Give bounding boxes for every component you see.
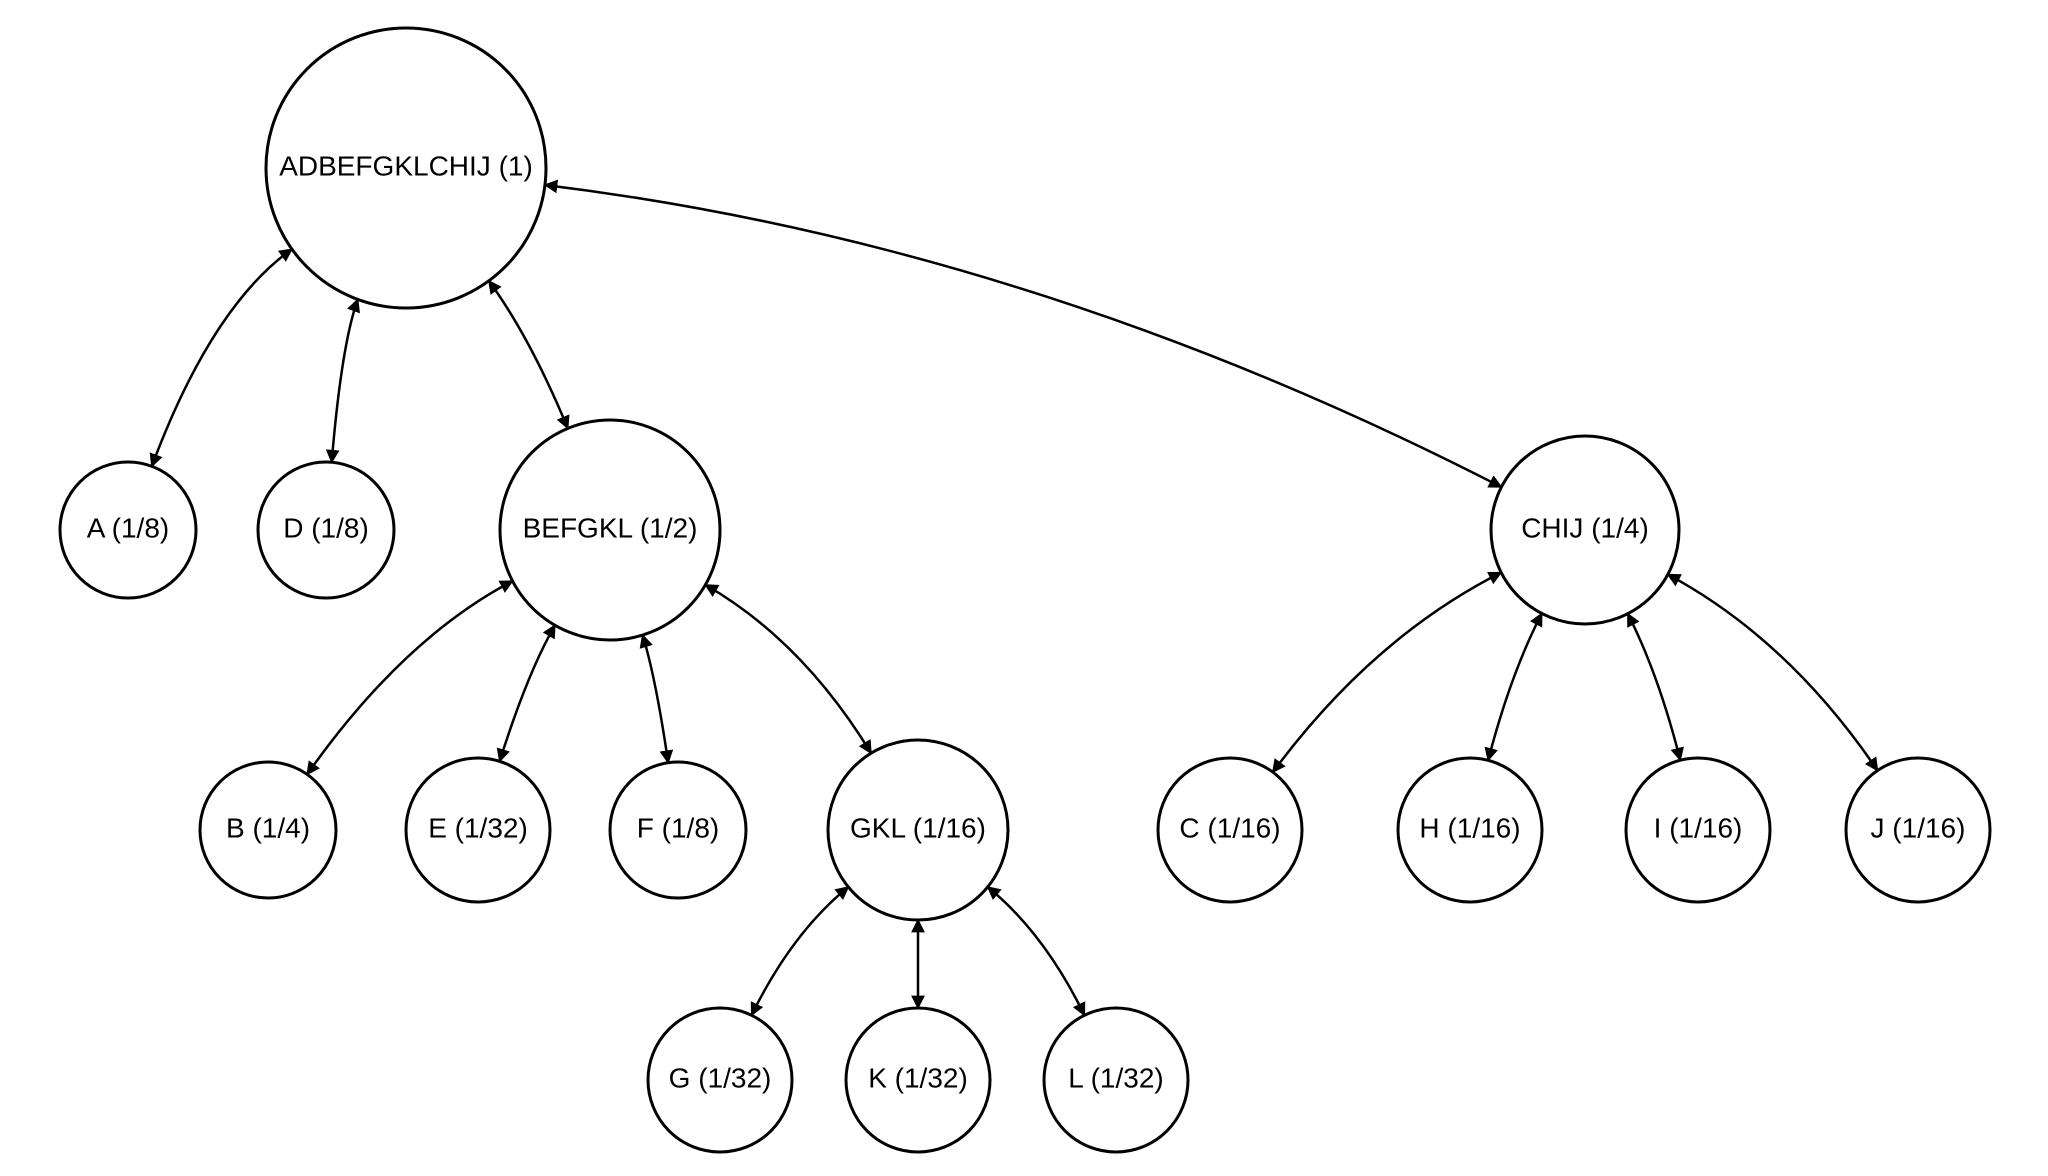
node-D: D (1/8): [258, 462, 394, 598]
node-J: J (1/16): [1846, 758, 1990, 902]
node-CHIJ: CHIJ (1/4): [1491, 436, 1679, 624]
node-L: L (1/32): [1044, 1008, 1188, 1152]
node-label-D: D (1/8): [283, 512, 369, 543]
node-label-L: L (1/32): [1068, 1062, 1163, 1093]
node-I: I (1/16): [1626, 758, 1770, 902]
node-BEFGKL: BEFGKL (1/2): [500, 420, 720, 640]
node-C: C (1/16): [1158, 758, 1302, 902]
edge-root-A: [152, 249, 292, 466]
edge-BEFGKL-F: [643, 635, 669, 763]
node-GKL: GKL (1/16): [828, 740, 1008, 920]
edge-BEFGKL-B: [307, 581, 512, 774]
node-label-GKL: GKL (1/16): [850, 812, 986, 843]
edge-BEFGKL-E: [500, 625, 555, 761]
node-B: B (1/4): [200, 762, 336, 898]
node-E: E (1/32): [406, 758, 550, 902]
edge-CHIJ-I: [1628, 614, 1681, 760]
node-label-A: A (1/8): [87, 512, 169, 543]
node-K: K (1/32): [846, 1008, 990, 1152]
node-label-G: G (1/32): [669, 1062, 772, 1093]
edge-CHIJ-J: [1668, 574, 1878, 770]
edge-BEFGKL-GKL: [705, 585, 871, 753]
edge-CHIJ-H: [1488, 613, 1542, 760]
node-A: A (1/8): [60, 462, 196, 598]
edge-root-BEFGKL: [489, 281, 568, 429]
edge-GKL-L: [988, 887, 1085, 1015]
nodes-layer: ADBEFGKLCHIJ (1) A (1/8) D (1/8) BEFGKL (1/…: [60, 28, 1990, 1152]
node-label-BEFGKL: BEFGKL (1/2): [523, 512, 698, 543]
tree-diagram: ADBEFGKLCHIJ (1) A (1/8) D (1/8) BEFGKL (1/…: [0, 0, 2048, 1176]
node-label-CHIJ: CHIJ (1/4): [1521, 512, 1649, 543]
node-G: G (1/32): [648, 1008, 792, 1152]
node-label-E: E (1/32): [428, 812, 528, 843]
node-label-C: C (1/16): [1179, 812, 1280, 843]
node-label-root: ADBEFGKLCHIJ (1): [279, 150, 533, 181]
node-label-K: K (1/32): [868, 1062, 968, 1093]
node-F: F (1/8): [610, 762, 746, 898]
edge-GKL-G: [752, 887, 849, 1015]
edge-root-D: [332, 299, 358, 462]
node-label-J: J (1/16): [1871, 812, 1966, 843]
edge-CHIJ-C: [1273, 573, 1501, 773]
node-H: H (1/16): [1398, 758, 1542, 902]
node-root: ADBEFGKLCHIJ (1): [266, 28, 546, 308]
edge-root-CHIJ: [545, 185, 1501, 487]
node-label-F: F (1/8): [637, 812, 719, 843]
node-label-H: H (1/16): [1419, 812, 1520, 843]
node-label-B: B (1/4): [226, 812, 310, 843]
node-label-I: I (1/16): [1654, 812, 1743, 843]
